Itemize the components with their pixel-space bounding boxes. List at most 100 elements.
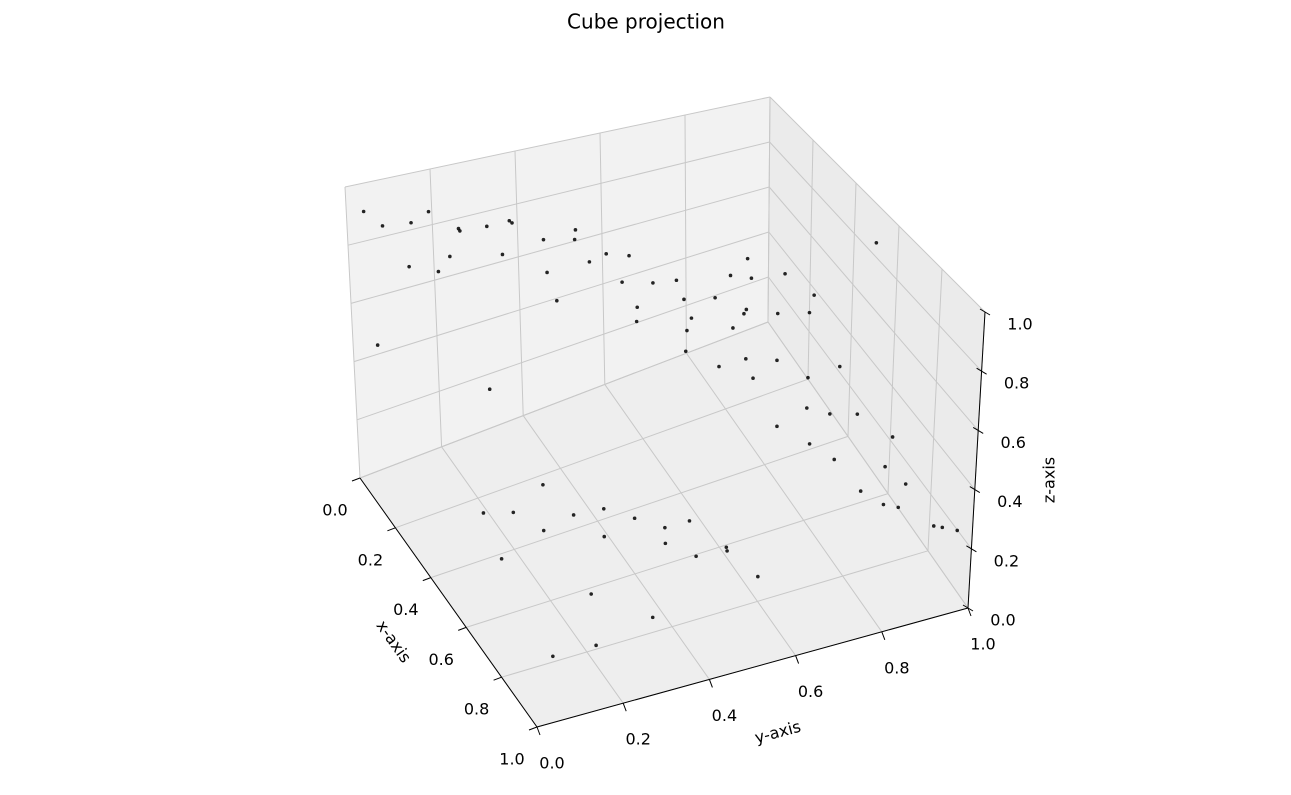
scatter-point — [594, 643, 598, 648]
y-tick-label: 0.4 — [712, 706, 737, 725]
scatter-point — [541, 237, 546, 242]
scatter-point — [407, 264, 411, 269]
scatter-point — [587, 260, 592, 264]
scatter-point — [940, 525, 945, 530]
grid-line — [769, 141, 982, 372]
scatter-point — [744, 357, 748, 361]
scatter-point — [683, 349, 688, 354]
scatter-point — [725, 549, 729, 553]
scatter-point — [571, 513, 576, 517]
grid-line — [807, 139, 814, 380]
x-axis-line — [359, 477, 538, 728]
grid-line — [767, 321, 969, 609]
x-tick-label: 0.0 — [322, 501, 347, 520]
scatter-point — [409, 220, 413, 225]
grid-line — [887, 225, 900, 494]
scatter-point — [874, 240, 879, 245]
scatter-point — [555, 298, 559, 303]
x-axis-label: x-axis — [372, 617, 415, 667]
scatter-point — [812, 293, 816, 297]
scatter-point — [663, 541, 668, 546]
y-tick — [536, 726, 541, 736]
grid-line — [395, 378, 809, 529]
scatter-point — [426, 209, 431, 214]
scatter-point — [883, 464, 887, 469]
z-tick-label: 0.4 — [997, 492, 1022, 511]
pane-side — [768, 97, 985, 608]
scatter-point — [572, 237, 577, 242]
grid-line — [847, 182, 857, 437]
scatter-point — [775, 311, 780, 316]
x-tick — [387, 527, 396, 532]
scatter-point — [832, 457, 837, 462]
grid-line — [684, 114, 687, 354]
grid-line — [344, 96, 771, 188]
grid-line — [430, 435, 849, 579]
scatter-point — [687, 519, 692, 523]
pane-floor — [360, 322, 968, 727]
scatter-point — [689, 316, 694, 320]
y-tick-label: 0.8 — [884, 658, 909, 677]
scatter-point — [931, 524, 936, 528]
scatter-point — [481, 511, 486, 515]
scatter-point — [855, 412, 860, 416]
scatter-point — [955, 528, 960, 533]
grid-line — [356, 276, 769, 421]
grid-line — [768, 186, 979, 431]
z-axis-line — [967, 311, 986, 609]
scatter-point — [858, 489, 863, 493]
scatter-point — [783, 271, 787, 276]
y-tick — [795, 655, 800, 664]
grid-line — [353, 231, 769, 363]
x-tick — [458, 626, 467, 631]
scatter-point — [756, 574, 760, 579]
x-tick — [528, 726, 538, 731]
grid-line — [599, 132, 606, 385]
scatter-point — [499, 557, 504, 561]
scatter-point — [807, 442, 812, 446]
scatter-point — [694, 554, 698, 559]
y-tick-label: 1.0 — [970, 635, 995, 654]
x-tick — [351, 477, 361, 482]
x-tick-label: 0.4 — [393, 600, 418, 619]
y-axis-line — [536, 607, 969, 728]
scatter-point — [663, 525, 667, 530]
grid-line — [429, 168, 443, 447]
scatter-point — [744, 307, 749, 312]
grid-line — [685, 352, 883, 633]
grid-line — [466, 493, 889, 628]
scatter-point — [601, 507, 606, 511]
scatter-point — [896, 505, 901, 510]
scatter-point — [589, 592, 593, 596]
z-tick-label: 0.0 — [990, 611, 1015, 630]
scatter-point — [881, 502, 886, 507]
x-tick-label: 0.2 — [358, 550, 383, 569]
scatter-point — [837, 364, 842, 369]
scatter-point — [604, 252, 609, 256]
grid-line — [501, 550, 929, 678]
scatter-point — [487, 387, 492, 392]
chart-title: Cube projection — [567, 10, 725, 34]
x-tick — [493, 676, 502, 681]
scatter-point — [375, 343, 380, 347]
grid-line — [767, 276, 972, 550]
scatter-point — [456, 226, 461, 231]
grid-line — [359, 321, 769, 479]
z-tick-label: 0.8 — [1004, 374, 1029, 393]
scatter-point — [573, 228, 578, 232]
scatter-point — [717, 364, 721, 369]
x-tick-label: 0.8 — [464, 700, 489, 719]
pane-back — [345, 97, 770, 478]
scatter-point — [511, 510, 516, 515]
scatter-point — [806, 375, 810, 380]
scatter-point — [807, 310, 812, 315]
x-tick-label: 1.0 — [499, 750, 524, 769]
grid-line — [767, 96, 771, 323]
z-axis-label: z-axis — [1040, 457, 1059, 503]
y-tick — [881, 631, 886, 640]
grid-line — [768, 231, 976, 490]
scatter-point — [775, 424, 779, 429]
scatter-point — [650, 615, 655, 620]
scatter-point — [713, 296, 717, 300]
